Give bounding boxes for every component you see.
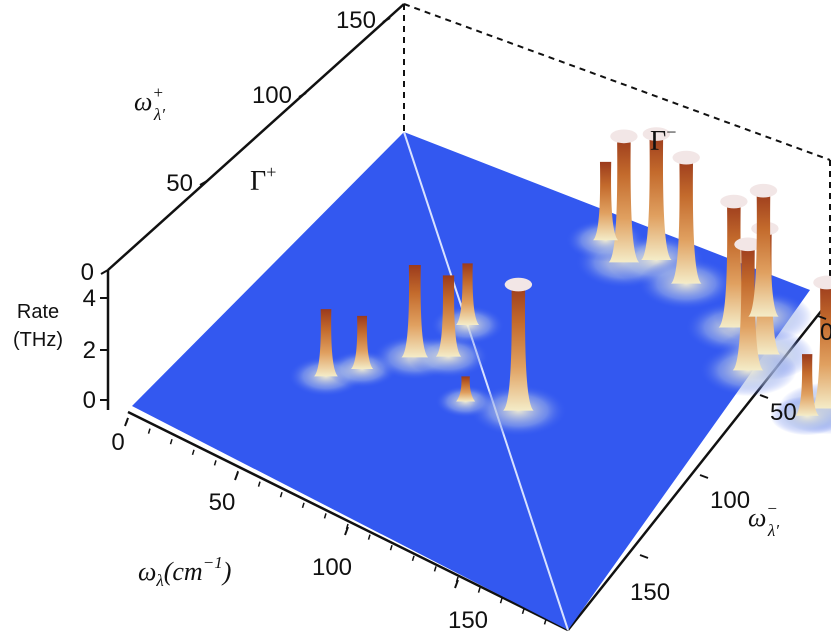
x-tick-label-3: 150 (448, 607, 488, 634)
y-plus-axis-title: ω+ λ′ (134, 83, 165, 124)
gamma-minus-peak-5 (732, 244, 764, 371)
gamma-minus-peak-cap-0 (610, 129, 638, 144)
gamma-minus-peak-0 (608, 136, 640, 263)
gamma-plus-peak-2 (401, 264, 429, 358)
x-minor-tick-4 (213, 460, 217, 466)
x-tick-3 (454, 579, 459, 589)
gamma-minus-peak-cap-5 (734, 237, 762, 252)
y-minus-tick-label-3: 150 (630, 579, 670, 606)
diagonal-divider (403, 131, 569, 631)
z-tick-label-2: 4 (83, 285, 96, 312)
y-plus-tick-label-3: 150 (336, 7, 376, 34)
gamma-minus-peak-1 (641, 134, 672, 261)
region-label-gamma-minus: Γ− (650, 122, 676, 157)
y-minus-tick-2 (699, 474, 709, 479)
y-plus-tick-1 (199, 180, 208, 186)
y-plus-tick-label-0: 0 (81, 259, 94, 286)
y-plus-tick-0 (100, 269, 109, 275)
gamma-minus-peak-cap-3 (720, 194, 748, 209)
z-tick-label-0: 0 (83, 387, 96, 414)
gamma-minus-peak-cap-6 (749, 183, 778, 198)
gamma-plus-peak-3 (435, 275, 462, 357)
y-plus-tick-3 (382, 17, 391, 23)
x-minor-tick-5 (235, 470, 239, 477)
x-minor-tick-8 (301, 502, 305, 509)
y-minus-tick-1 (759, 394, 769, 399)
gamma-plus-peak-5 (456, 376, 476, 402)
gamma-plus-peak-1 (351, 315, 374, 370)
gamma-minus-peak-cap-7 (813, 275, 831, 290)
gamma-minus-peak-2 (671, 157, 702, 284)
x-minor-tick-0 (125, 417, 129, 424)
z-axis-title-line1: Rate (17, 301, 59, 323)
x-minor-tick-11 (367, 534, 371, 540)
z-tick-label-1: 2 (83, 337, 96, 364)
x-minor-tick-19 (543, 619, 547, 625)
y-minus-tick-label-1: 50 (770, 399, 797, 426)
gamma-minus-peak-6 (748, 190, 779, 317)
x-minor-tick-18 (521, 608, 525, 615)
x-minor-tick-1 (147, 428, 151, 434)
gamma-plus-peak-6 (503, 284, 534, 411)
x-tick-label-2: 100 (312, 554, 352, 581)
x-tick-label-0: 0 (111, 429, 124, 456)
y-minus-tick-label-2: 100 (710, 487, 750, 514)
y-plus-axis-line (107, 3, 405, 271)
x-minor-tick-17 (499, 597, 503, 604)
x-minor-tick-3 (191, 449, 195, 456)
x-axis-line (127, 410, 569, 632)
gamma-minus-peak-cap-2 (672, 150, 700, 165)
y-plus-tick-label-1: 50 (166, 170, 193, 197)
x-minor-tick-9 (323, 513, 327, 519)
x-minor-tick-13 (411, 555, 415, 562)
gamma-plus-peak-cap-6 (504, 277, 533, 292)
y-minus-tick-label-0: 0 (820, 319, 831, 346)
region-label-gamma-plus: Γ+ (250, 162, 276, 197)
x-minor-tick-14 (433, 566, 437, 572)
y-minus-tick-3 (639, 554, 649, 559)
x-minor-tick-10 (345, 523, 349, 530)
gamma-minus-peak-8 (593, 161, 619, 241)
y-minus-axis-title: ω− λ′ (748, 499, 779, 540)
x-minor-tick-6 (257, 481, 261, 487)
gamma-minus-peak-9 (795, 354, 819, 416)
x-minor-tick-15 (455, 576, 459, 583)
box-edge-back-top (403, 3, 831, 161)
x-minor-tick-12 (389, 544, 393, 551)
gamma-minus-peak-cap-1 (642, 127, 671, 141)
y-minus-tick-0 (817, 315, 827, 320)
z-axis-title-line2: (THz) (13, 329, 63, 351)
x-tick-label-1: 50 (209, 489, 236, 516)
gamma-plus-peak-0 (314, 309, 338, 377)
surface-peaks (314, 127, 831, 416)
x-axis-title: ωλ(cm−1) (138, 553, 231, 590)
x-minor-tick-7 (279, 491, 283, 498)
gamma-minus-peak-7 (811, 282, 831, 409)
y-plus-tick-2 (298, 92, 307, 98)
y-plus-tick-label-2: 100 (252, 82, 292, 109)
x-tick-2 (344, 526, 349, 536)
gamma-plus-peak-4 (456, 263, 480, 325)
x-minor-tick-2 (169, 438, 173, 445)
x-minor-tick-16 (477, 587, 481, 593)
